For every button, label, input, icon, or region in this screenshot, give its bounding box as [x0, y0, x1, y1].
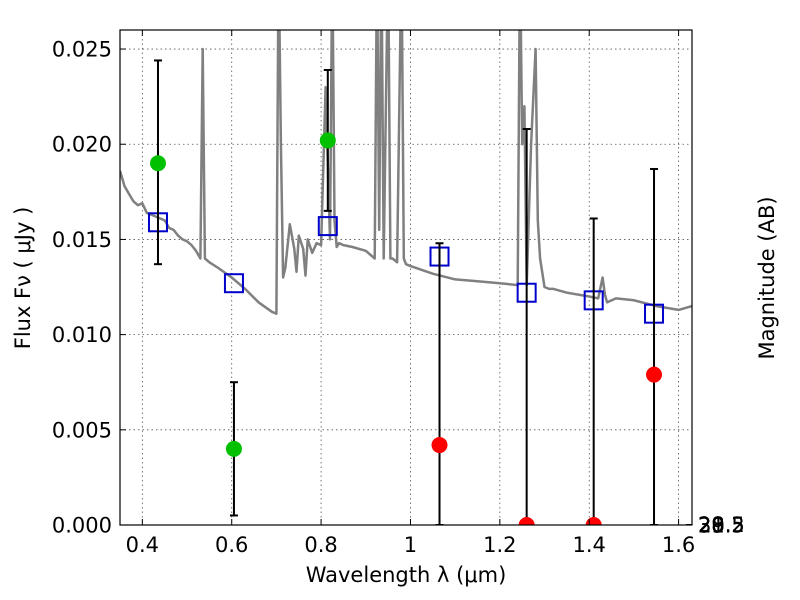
plot-area: [120, 30, 692, 525]
y-tick-label: 0.005: [52, 418, 112, 442]
y-tick-label: 0.025: [52, 38, 112, 62]
observed-flux-point: [431, 437, 448, 454]
plot-frame: [119, 29, 693, 526]
y2-axis-label: Magnitude (AB): [755, 196, 779, 359]
model-photometry-point: [317, 216, 338, 237]
observed-flux-point: [646, 366, 663, 383]
y-tick-label: 0.010: [52, 323, 112, 347]
x-tick-label: 0.6: [215, 533, 248, 557]
x-tick-label: 0.4: [126, 533, 159, 557]
x-tick-label: 1.2: [483, 533, 516, 557]
x-tick-label: 1.4: [573, 533, 606, 557]
observed-flux-point: [225, 440, 242, 457]
mag-tick-label: 29.5: [698, 513, 745, 537]
model-photometry-point: [223, 273, 244, 294]
mag-tick-label: 31: [698, 513, 725, 537]
observed-flux-point: [585, 517, 602, 525]
mag-tick-label: 28: [698, 513, 725, 537]
observed-flux-point: [518, 517, 535, 525]
mag-tick-label: 28.5: [698, 513, 745, 537]
y-tick-label: 0.000: [52, 514, 112, 538]
data-marks: [147, 59, 665, 525]
mag-tick-label: 30: [698, 513, 725, 537]
observed-flux-point: [149, 155, 166, 172]
mag-tick-label: 28.2: [698, 513, 745, 537]
x-tick-label: 1.6: [662, 533, 695, 557]
x-tick-label: 1: [404, 533, 417, 557]
grid-lines: [120, 30, 692, 525]
x-axis-label: Wavelength λ (μm): [306, 563, 507, 587]
template-spectrum-line: [120, 30, 692, 315]
y-axis-label: Flux Fν ( μJy ): [11, 207, 35, 350]
observed-flux-point: [319, 132, 336, 149]
x-tick-label: 0.8: [304, 533, 337, 557]
y-tick-label: 0.015: [52, 228, 112, 252]
axis-ticks: 0.4 0.6 0.8 1 1.2 1.4 1.6 0.000 0.005 0.010 0.015 0…: [52, 30, 745, 557]
mag-tick-label: 29: [698, 513, 725, 537]
y-tick-label: 0.020: [52, 133, 112, 157]
